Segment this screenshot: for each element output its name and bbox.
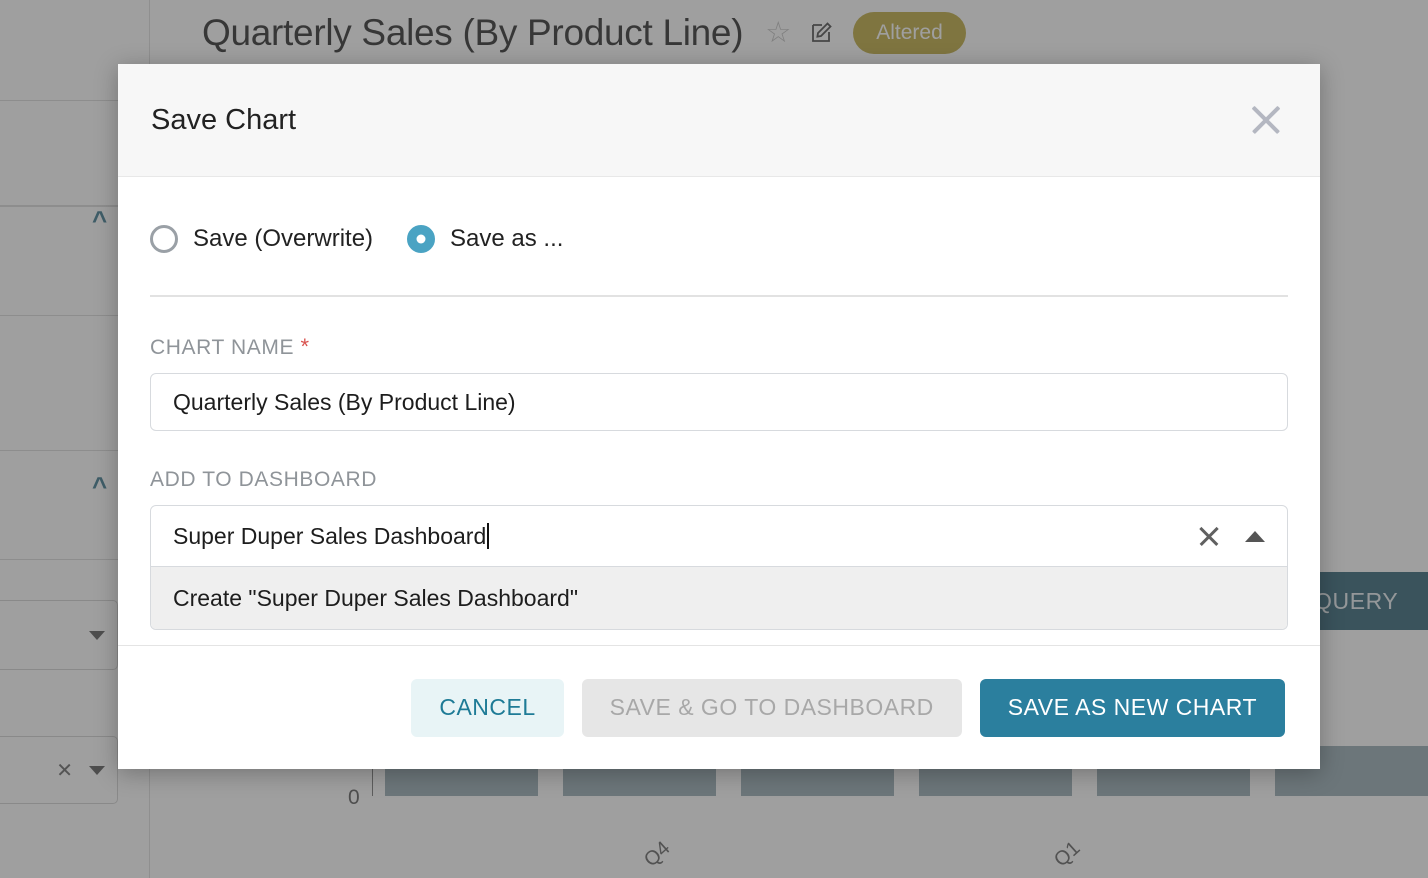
chevron-up-icon[interactable]	[1245, 530, 1265, 542]
radio-save-as-label: Save as ...	[450, 225, 564, 252]
save-chart-modal: Save Chart Save (Overwrite) Save as ... …	[118, 64, 1320, 769]
dashboard-options-menu: Create "Super Duper Sales Dashboard"	[150, 567, 1288, 630]
dashboard-select: Super Duper Sales Dashboard Create "Supe…	[150, 505, 1288, 630]
dashboard-select-control[interactable]: Super Duper Sales Dashboard	[150, 505, 1288, 567]
modal-footer: CANCEL SAVE & GO TO DASHBOARD SAVE AS NE…	[118, 645, 1320, 769]
dashboard-select-value[interactable]: Super Duper Sales Dashboard	[173, 523, 1195, 550]
clear-icon[interactable]	[1195, 522, 1223, 550]
save-as-new-chart-button[interactable]: SAVE AS NEW CHART	[979, 678, 1285, 737]
cancel-button[interactable]: CANCEL	[411, 678, 564, 737]
chart-name-input[interactable]: Quarterly Sales (By Product Line)	[150, 373, 1288, 431]
radio-overwrite-indicator[interactable]	[150, 225, 178, 253]
section-divider	[150, 295, 1288, 297]
dashboard-label: ADD TO DASHBOARD	[150, 468, 378, 491]
dashboard-option-create[interactable]: Create "Super Duper Sales Dashboard"	[151, 567, 1287, 629]
modal-title: Save Chart	[151, 103, 297, 136]
close-icon[interactable]	[1244, 98, 1288, 142]
radio-save-as[interactable]: Save as ...	[407, 225, 563, 253]
chart-name-label: CHART NAME *	[150, 334, 1288, 360]
modal-body: Save (Overwrite) Save as ... CHART NAME …	[118, 177, 1320, 645]
radio-overwrite-label: Save (Overwrite)	[193, 225, 374, 252]
required-marker: *	[300, 334, 310, 359]
radio-save-overwrite[interactable]: Save (Overwrite)	[150, 225, 373, 253]
save-mode-radio-group: Save (Overwrite) Save as ...	[150, 177, 1288, 253]
chart-name-label-text: CHART NAME	[150, 336, 295, 359]
save-and-go-to-dashboard-button: SAVE & GO TO DASHBOARD	[581, 678, 962, 737]
modal-header: Save Chart	[118, 64, 1320, 177]
radio-save-as-indicator[interactable]	[407, 225, 436, 253]
